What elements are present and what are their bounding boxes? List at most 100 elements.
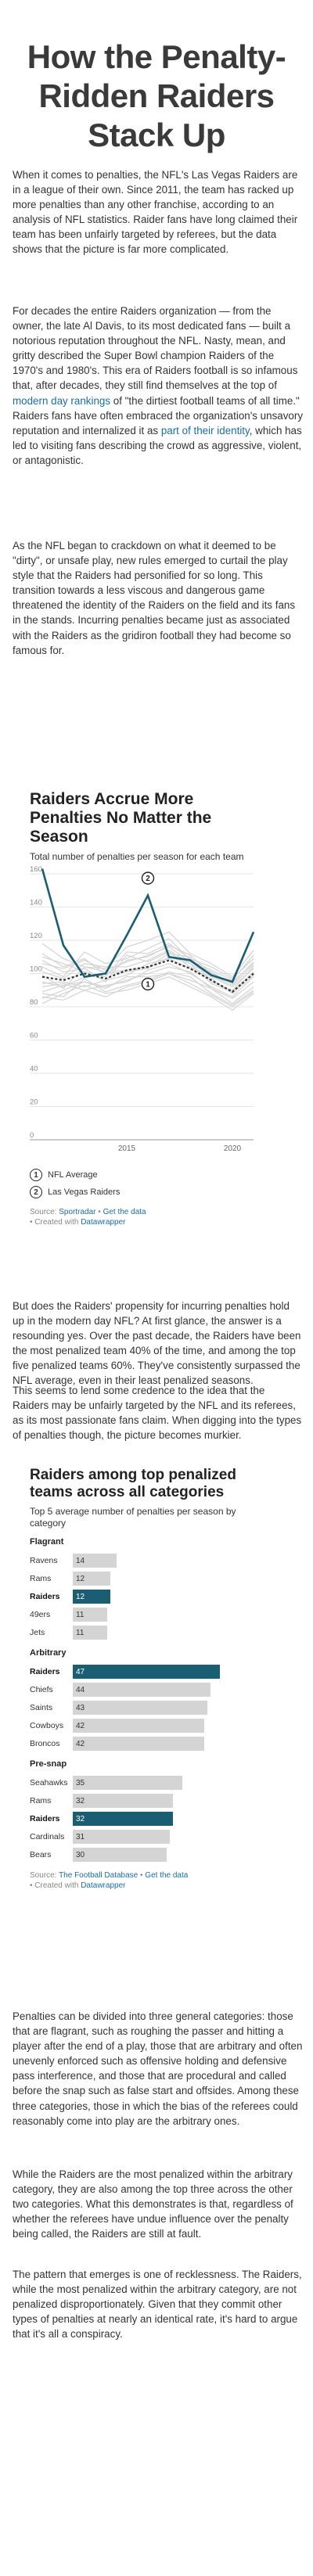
bar-chart: Raiders among top penalized teams across… [30,1467,264,1891]
bar: 12 [73,1590,110,1604]
bar-row: Raiders 12 [30,1589,264,1604]
team-series-line [41,931,254,978]
y-tick-label: 20 [30,1098,38,1107]
source-link[interactable]: Sportradar [59,1208,96,1216]
bar-team-label: Bears [30,1850,52,1859]
bar-team-label: Seahawks [30,1778,68,1787]
legend-item-average: 1 NFL Average [30,1166,264,1184]
team-series-line [41,943,254,979]
bar-value-label: 11 [76,1610,85,1619]
bar-group: Arbitrary Raiders 47 Chiefs 44 Saints 43 Cowboy… [30,1648,264,1751]
chart-subtitle: Total number of penalties per season for… [30,851,244,862]
bar-row: Ravens 14 [30,1553,264,1568]
article-paragraph: This seems to lend some credence to the … [13,1385,302,1442]
bar-value-label: 31 [76,1832,85,1841]
chart-title: Raiders Accrue More Penalties No Matter … [30,790,212,846]
bar-team-label: 49ers [30,1610,51,1619]
bar: 31 [73,1830,170,1844]
annotation-number: 2 [146,875,150,883]
bar-value-label: 35 [76,1778,85,1787]
article-paragraph: When it comes to penalties, the NFL's La… [13,169,298,256]
bar-row: Cardinals 31 [30,1829,264,1845]
bar: 43 [73,1701,207,1715]
bar: 44 [73,1683,210,1697]
bar-row: Jets 11 [30,1625,264,1640]
team-series-line [41,950,254,986]
bar-group: Flagrant Ravens 14 Rams 12 Raiders 12 49ers 11 Je… [30,1537,264,1640]
chart-source: Source: Sportradar • Get the data • Crea… [30,1207,264,1227]
y-tick-label: 80 [30,998,38,1007]
bar-team-label: Cardinals [30,1832,65,1841]
bar-row: Seahawks 35 [30,1775,264,1791]
bar-groups: Flagrant Ravens 14 Rams 12 Raiders 12 49ers 11 Je… [30,1537,264,1863]
bar-team-label: Cowboys [30,1721,64,1730]
datawrapper-link[interactable]: Datawrapper [81,1218,126,1227]
annotation-number: 1 [146,981,150,990]
bar-value-label: 14 [76,1556,85,1565]
chart-source: Source: The Football Database • Get the … [30,1870,264,1891]
bar-team-label: Raiders [30,1592,60,1601]
bar: 42 [73,1737,204,1751]
article-paragraph: Penalties can be divided into three gene… [13,2010,303,2127]
source-sep: • [138,1871,146,1880]
paragraph-text: of "the dirtiest football teams of all t… [13,394,304,437]
bar-team-label: Raiders [30,1814,60,1823]
bar: 47 [73,1665,220,1679]
bar-value-label: 44 [76,1685,85,1694]
chart-legend: 1 NFL Average 2 Las Vegas Raiders [30,1166,264,1201]
legend-label: NFL Average [48,1170,98,1180]
annotation-marker [141,977,155,991]
category-label: Flagrant [30,1537,64,1547]
part-of-their-identity-link[interactable]: part of their identity [160,424,250,437]
y-tick-label: 100 [30,965,42,974]
bar-team-label: Saints [30,1703,53,1712]
bar-row: Bears 30 [30,1847,264,1863]
category-label: Pre-snap [30,1759,67,1769]
modern-day-rankings-link[interactable]: modern day rankings [13,394,111,407]
line-chart: Raiders Accrue More Penalties No Matter … [30,790,264,1244]
bar: 11 [73,1608,107,1622]
bar-value-label: 11 [76,1628,85,1637]
bar-team-label: Broncos [30,1739,60,1748]
bar-value-label: 43 [76,1703,85,1712]
team-series-line [41,966,254,1000]
bar-value-label: 32 [76,1796,85,1805]
bar-row: Rams 32 [30,1793,264,1809]
legend-label: Las Vegas Raiders [48,1187,121,1197]
bar-row: Cowboys 42 [30,1718,264,1734]
y-tick-label: 140 [30,899,42,907]
bar-value-label: 47 [76,1667,85,1676]
source-sep: • [95,1208,103,1216]
bar-team-label: Jets [30,1628,45,1637]
line-chart-svg: 0 20 40 60 80 100 120 140 160 2015 2020 2 1 [30,865,255,1153]
team-series-line [41,946,254,985]
get-data-link[interactable]: Get the data [145,1871,189,1880]
paragraph-text: For decades the entire Raiders organizat… [13,305,298,392]
bar: 32 [73,1794,173,1808]
datawrapper-link[interactable]: Datawrapper [81,1881,126,1890]
bar-team-label: Ravens [30,1556,58,1565]
y-tick-label: 120 [30,932,42,940]
title-line: Ridden Raiders [38,77,275,114]
title-line: Stack Up [88,117,225,153]
nfl-average-line [41,959,254,993]
y-tick-label: 160 [30,865,42,874]
bar: 30 [73,1848,167,1862]
bar-row: Raiders 47 [30,1664,264,1680]
bar-row: Broncos 42 [30,1736,264,1751]
x-tick-label: 2015 [118,1144,136,1153]
legend-item-raiders: 2 Las Vegas Raiders [30,1184,264,1201]
bar-value-label: 30 [76,1850,85,1859]
bar-row: Chiefs 44 [30,1682,264,1698]
raiders-line [41,868,255,983]
bar-row: Raiders 32 [30,1811,264,1827]
article-paragraph: The pattern that emerges is one of reckl… [13,2269,302,2341]
article-paragraph: While the Raiders are the most penalized… [13,2168,293,2240]
bar-value-label: 12 [76,1592,85,1601]
get-data-link[interactable]: Get the data [103,1208,146,1216]
bar-team-label: Rams [30,1796,52,1805]
source-link[interactable]: The Football Database [59,1871,139,1880]
bar-team-label: Chiefs [30,1685,53,1694]
bar: 42 [73,1719,204,1733]
team-series-line [41,938,254,981]
